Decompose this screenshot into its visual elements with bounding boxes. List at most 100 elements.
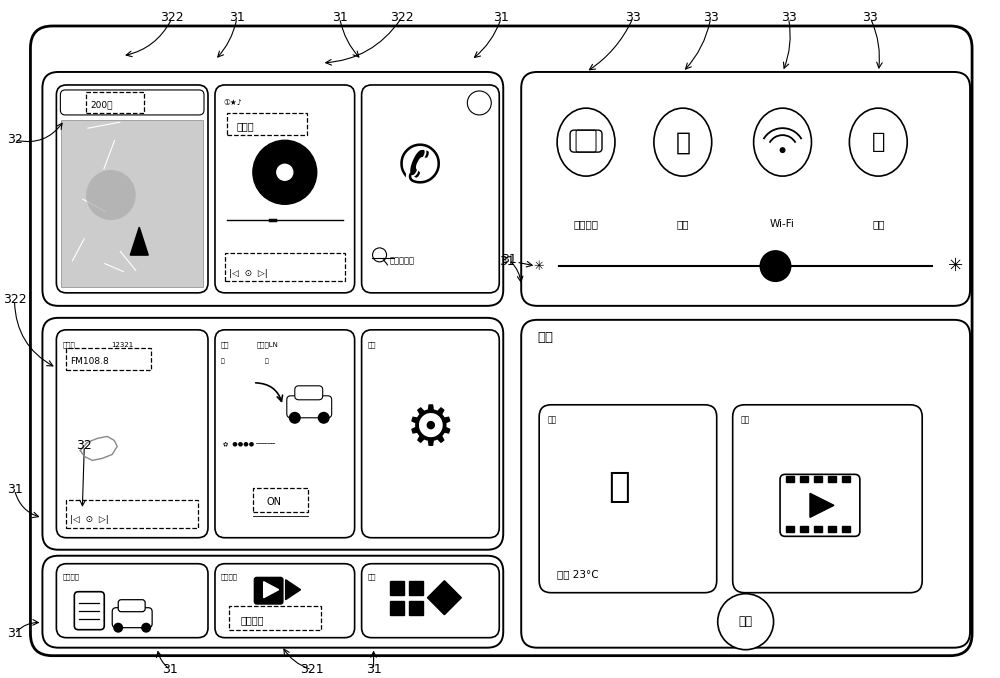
Text: 维修记录: 维修记录 bbox=[62, 573, 79, 580]
Ellipse shape bbox=[557, 108, 615, 176]
Text: 322: 322 bbox=[390, 12, 413, 24]
Text: 33: 33 bbox=[862, 12, 878, 24]
Circle shape bbox=[289, 412, 301, 424]
Text: 紧急录制: 紧急录制 bbox=[241, 615, 264, 624]
Circle shape bbox=[318, 412, 330, 424]
Text: |◁  ⊙  ▷|: |◁ ⊙ ▷| bbox=[229, 269, 268, 278]
Text: 33: 33 bbox=[703, 12, 719, 24]
FancyBboxPatch shape bbox=[30, 26, 972, 656]
Text: 32: 32 bbox=[76, 439, 92, 452]
FancyBboxPatch shape bbox=[118, 600, 145, 612]
Text: 31: 31 bbox=[7, 483, 22, 496]
FancyBboxPatch shape bbox=[287, 396, 332, 418]
Text: 322: 322 bbox=[160, 12, 184, 24]
Text: 31: 31 bbox=[501, 254, 517, 266]
Bar bbox=[225, 253, 345, 281]
Text: ⧗: ⧗ bbox=[675, 130, 690, 154]
Text: 31: 31 bbox=[332, 12, 348, 24]
Text: Wi-Fi: Wi-Fi bbox=[770, 219, 795, 229]
FancyBboxPatch shape bbox=[295, 386, 323, 400]
Text: 321: 321 bbox=[300, 663, 324, 676]
Text: |◁  ⊙  ▷|: |◁ ⊙ ▷| bbox=[70, 515, 109, 523]
Text: 公路: 公路 bbox=[368, 341, 376, 348]
FancyBboxPatch shape bbox=[733, 405, 922, 593]
Text: 行驶: 行驶 bbox=[221, 341, 229, 348]
Text: 歌曲名: 歌曲名 bbox=[237, 121, 255, 131]
Bar bbox=[227, 113, 307, 135]
Text: 收音机: 收音机 bbox=[62, 341, 75, 348]
Ellipse shape bbox=[754, 108, 811, 176]
Text: 关闭画面: 关闭画面 bbox=[574, 219, 599, 229]
Polygon shape bbox=[427, 581, 461, 615]
Text: 31: 31 bbox=[499, 255, 515, 268]
Text: 200米: 200米 bbox=[90, 100, 113, 109]
Bar bbox=[814, 477, 822, 482]
Text: 视频: 视频 bbox=[741, 416, 750, 425]
Bar bbox=[800, 526, 808, 532]
Text: ⚙: ⚙ bbox=[406, 403, 455, 456]
FancyBboxPatch shape bbox=[42, 72, 503, 306]
Text: ⛓: ⛓ bbox=[872, 132, 885, 152]
Text: 取消: 取消 bbox=[739, 615, 753, 629]
Text: 广州 23°C: 广州 23°C bbox=[557, 569, 599, 579]
FancyBboxPatch shape bbox=[42, 556, 503, 647]
FancyBboxPatch shape bbox=[521, 72, 970, 306]
Text: ✳: ✳ bbox=[948, 257, 963, 275]
Bar bbox=[66, 348, 151, 370]
Polygon shape bbox=[130, 227, 148, 255]
Text: ①★♪: ①★♪ bbox=[223, 98, 242, 107]
Bar bbox=[390, 601, 404, 615]
FancyBboxPatch shape bbox=[56, 85, 208, 293]
FancyBboxPatch shape bbox=[539, 405, 717, 593]
Circle shape bbox=[718, 594, 774, 650]
FancyBboxPatch shape bbox=[56, 330, 208, 538]
Text: 温: 温 bbox=[221, 358, 225, 364]
Polygon shape bbox=[810, 494, 834, 517]
Text: ⛅: ⛅ bbox=[608, 471, 630, 504]
FancyBboxPatch shape bbox=[362, 330, 499, 538]
Circle shape bbox=[141, 622, 151, 633]
Circle shape bbox=[277, 164, 293, 180]
FancyBboxPatch shape bbox=[254, 577, 284, 605]
Text: 搜索联系人: 搜索联系人 bbox=[390, 256, 415, 265]
Text: 热点: 热点 bbox=[872, 219, 885, 229]
Ellipse shape bbox=[654, 108, 712, 176]
Polygon shape bbox=[286, 580, 301, 600]
Bar bbox=[66, 500, 198, 527]
Text: 32: 32 bbox=[7, 134, 22, 146]
Bar bbox=[229, 605, 321, 630]
Bar bbox=[61, 120, 203, 287]
Text: 31: 31 bbox=[162, 663, 178, 676]
Bar bbox=[828, 526, 836, 532]
FancyBboxPatch shape bbox=[60, 90, 204, 115]
Bar bbox=[86, 92, 144, 113]
Ellipse shape bbox=[86, 170, 136, 220]
Text: 31: 31 bbox=[493, 12, 509, 24]
Text: 31: 31 bbox=[366, 663, 381, 676]
FancyBboxPatch shape bbox=[362, 85, 499, 293]
Text: 33: 33 bbox=[625, 12, 641, 24]
Circle shape bbox=[113, 622, 123, 633]
Text: 分区：LN: 分区：LN bbox=[257, 341, 279, 348]
Text: ✳: ✳ bbox=[533, 260, 543, 273]
Bar bbox=[786, 526, 794, 532]
Bar bbox=[409, 581, 423, 595]
Text: ✿  ●●●● ─────: ✿ ●●●● ───── bbox=[223, 441, 275, 447]
Ellipse shape bbox=[849, 108, 907, 176]
Polygon shape bbox=[264, 582, 279, 598]
Text: ON: ON bbox=[267, 497, 282, 506]
Bar bbox=[800, 477, 808, 482]
Text: 12321: 12321 bbox=[111, 342, 133, 348]
FancyBboxPatch shape bbox=[362, 563, 499, 638]
Bar bbox=[828, 477, 836, 482]
FancyBboxPatch shape bbox=[112, 607, 152, 628]
Circle shape bbox=[760, 250, 791, 282]
Bar bbox=[253, 487, 308, 512]
Circle shape bbox=[780, 147, 786, 153]
Bar bbox=[814, 526, 822, 532]
Bar bbox=[842, 526, 850, 532]
Text: 33: 33 bbox=[781, 12, 796, 24]
FancyBboxPatch shape bbox=[215, 563, 355, 638]
Text: ✆: ✆ bbox=[397, 142, 442, 194]
Text: 湿: 湿 bbox=[265, 358, 269, 364]
